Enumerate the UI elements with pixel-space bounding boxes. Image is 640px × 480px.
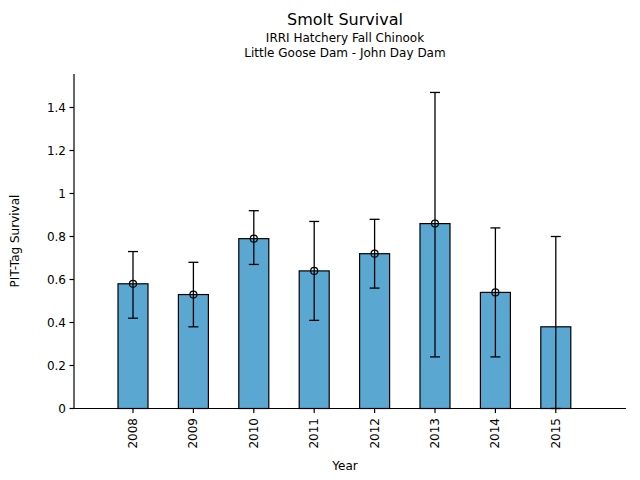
y-tick-label-0.2: 0.2 — [47, 359, 66, 373]
chart-title: Smolt Survival — [287, 10, 403, 29]
y-tick-label-0.4: 0.4 — [47, 316, 66, 330]
y-axis-label: PIT-Tag Survival — [8, 195, 22, 288]
y-tick-label-0.6: 0.6 — [47, 273, 66, 287]
y-tick-label-0.8: 0.8 — [47, 230, 66, 244]
x-tick-label-2009: 2009 — [186, 418, 200, 449]
x-tick-label-2008: 2008 — [126, 418, 140, 449]
x-tick-label-2011: 2011 — [307, 418, 321, 449]
plot-area: 0 0.2 0.4 0.6 0.8 1 1.2 1.4 2008 2009 2010 2011 2012… — [47, 74, 626, 449]
y-tick-label-1: 1 — [58, 187, 66, 201]
chart-subtitle-line2: Little Goose Dam - John Day Dam — [244, 46, 445, 60]
x-axis-label: Year — [331, 459, 357, 473]
chart-figure: Smolt Survival IRRI Hatchery Fall Chinoo… — [0, 0, 640, 480]
x-tick-label-2010: 2010 — [247, 418, 261, 449]
x-tick-label-2012: 2012 — [368, 418, 382, 449]
x-tick-label-2014: 2014 — [488, 418, 502, 449]
chart-subtitle-line1: IRRI Hatchery Fall Chinook — [266, 31, 424, 45]
x-tick-label-2015: 2015 — [549, 418, 563, 449]
y-tick-label-1.4: 1.4 — [47, 101, 66, 115]
y-tick-label-0: 0 — [58, 402, 66, 416]
x-tick-label-2013: 2013 — [428, 418, 442, 449]
y-tick-label-1.2: 1.2 — [47, 144, 66, 158]
chart-canvas: Smolt Survival IRRI Hatchery Fall Chinoo… — [0, 0, 640, 480]
